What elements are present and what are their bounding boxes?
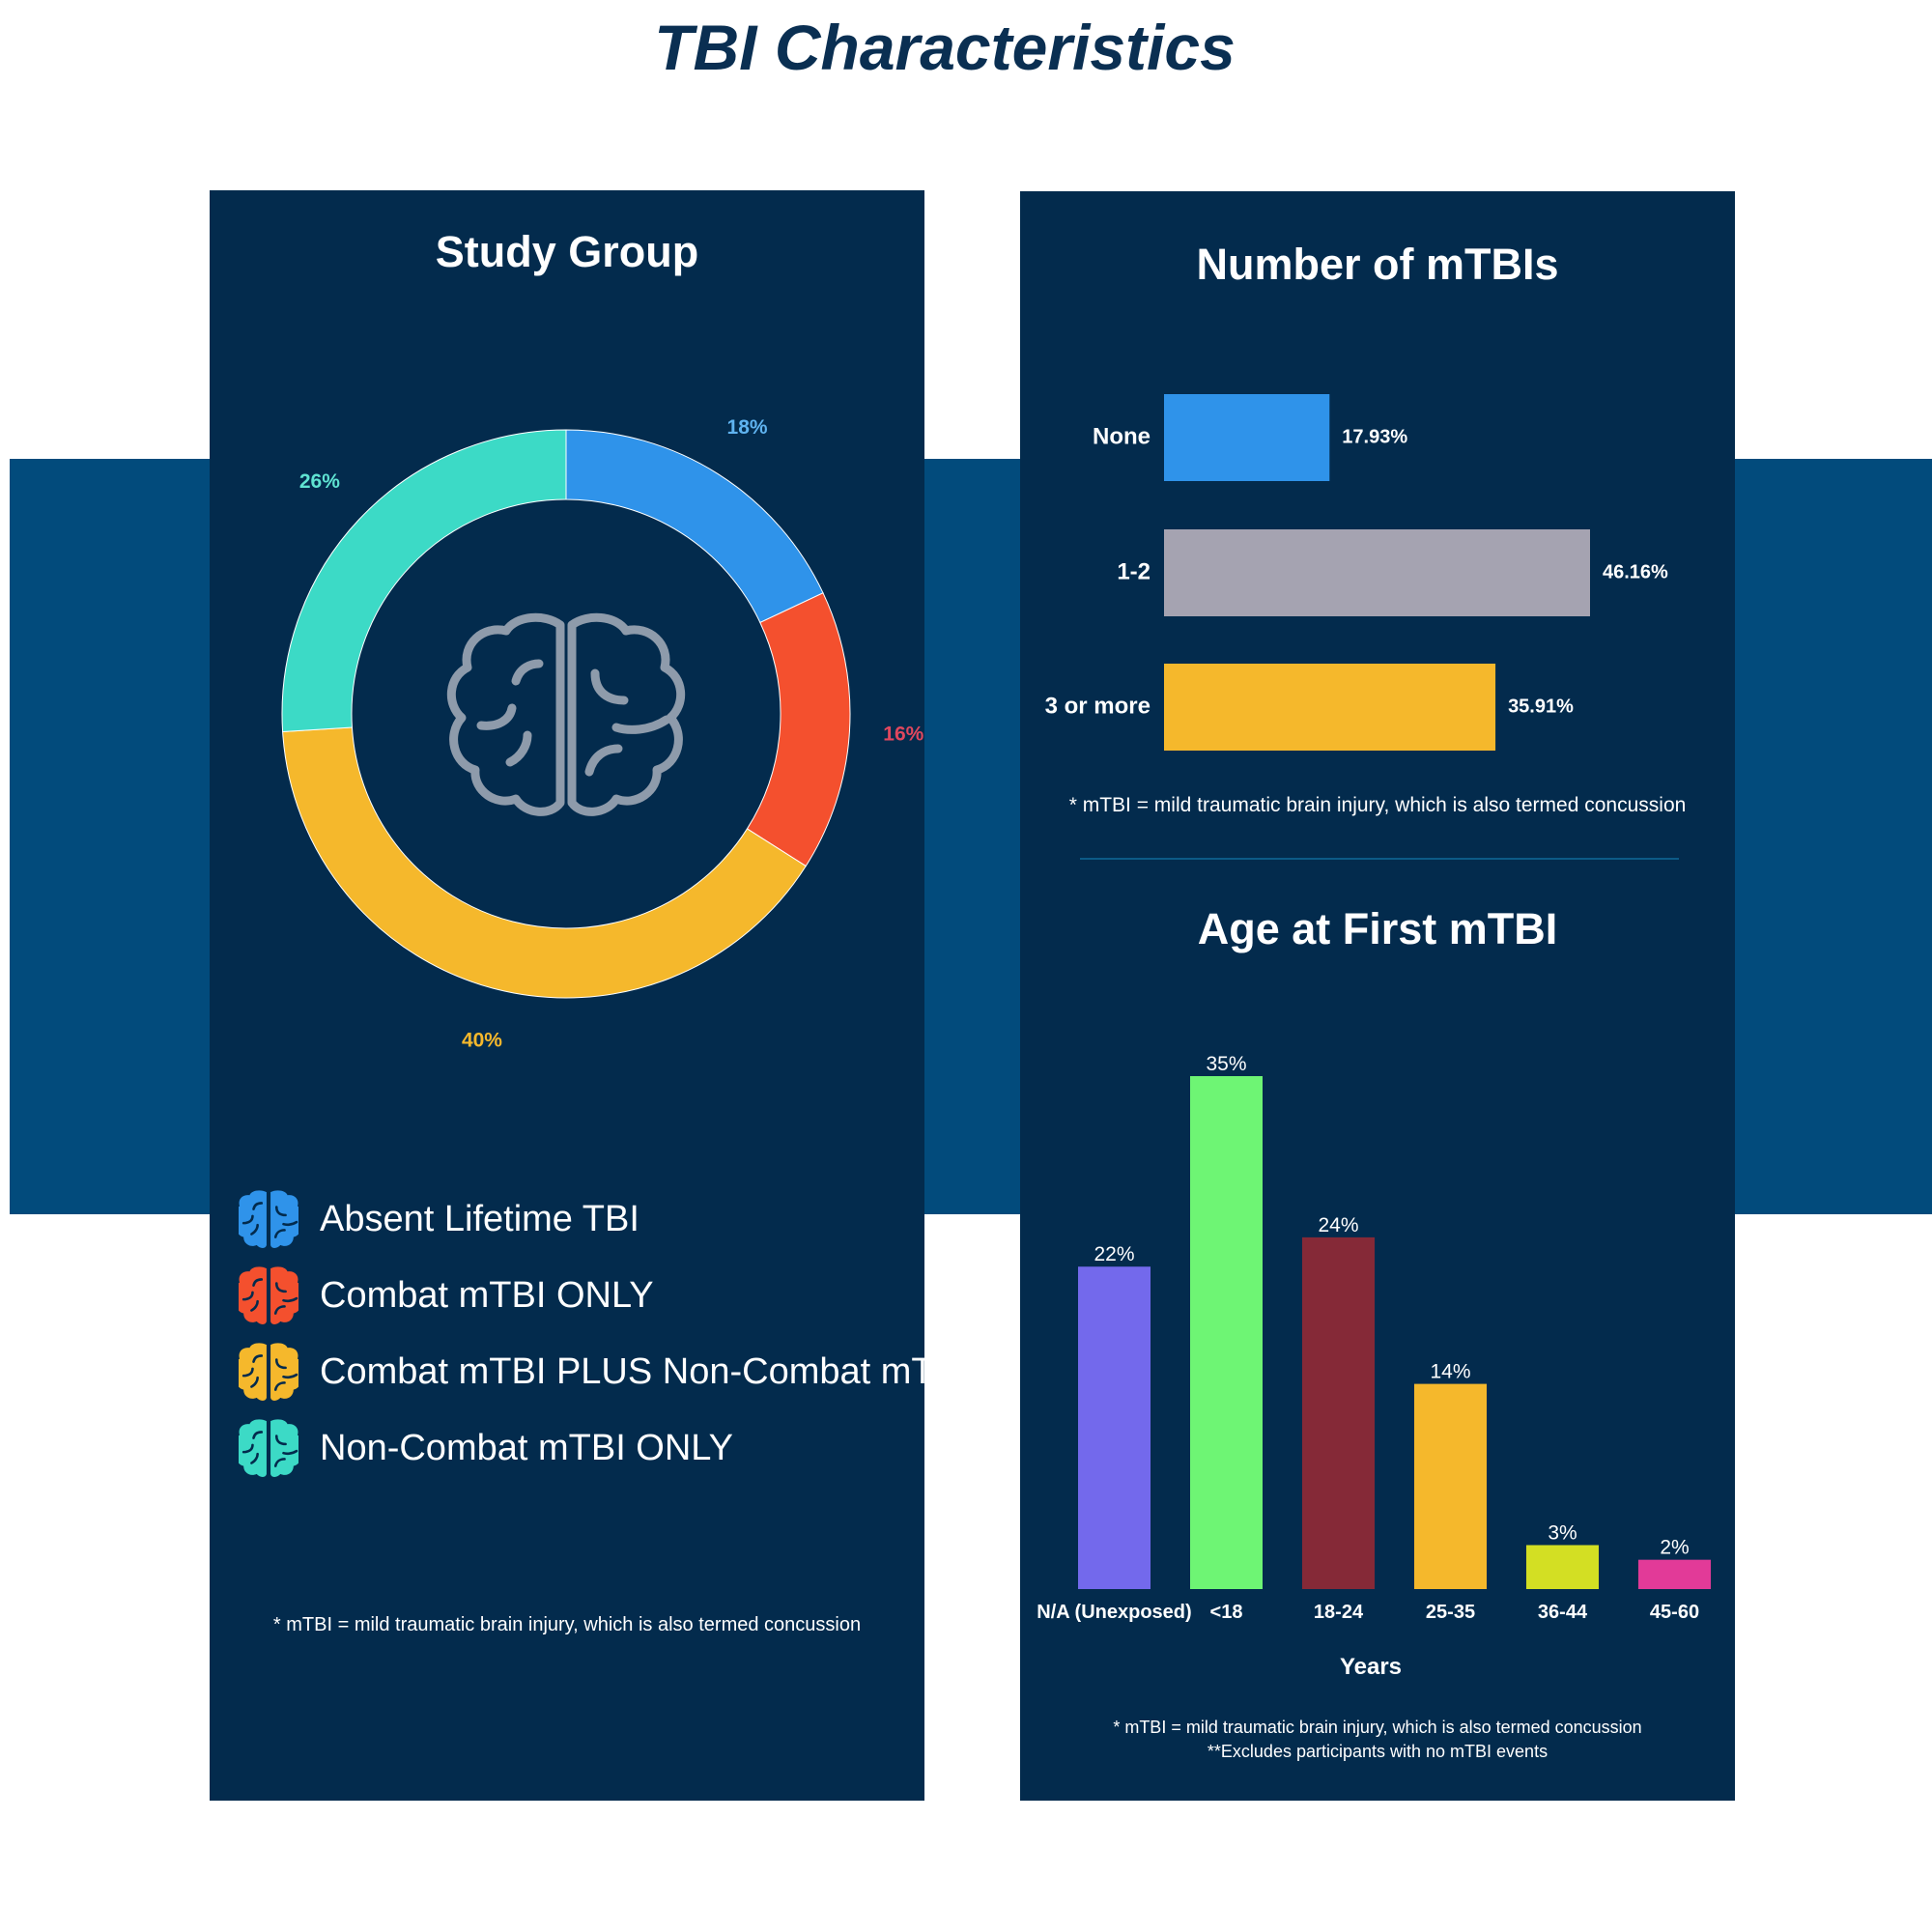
bar-25-35: [1414, 1383, 1487, 1589]
category-label-none: None: [1093, 423, 1151, 449]
donut-label-combat-mtbi-only: 16%: [883, 724, 923, 746]
category-label-1-2: 1-2: [1117, 558, 1151, 584]
number-mtbis-title: Number of mTBIs: [1196, 240, 1559, 289]
donut-label-combat-mtbi-plus-non-combat-mtbi: 40%: [462, 1030, 502, 1052]
tick-label: 45-60: [1650, 1602, 1699, 1623]
bar-1-2: [1164, 529, 1590, 616]
value-label-3-or-more: 35.91%: [1508, 696, 1574, 717]
value-label-none: 17.93%: [1342, 426, 1407, 447]
legend-label: Absent Lifetime TBI: [320, 1198, 639, 1239]
page-title: TBI Characteristics: [654, 12, 1236, 83]
brain-icon: [239, 1190, 298, 1248]
donut-slice-combat-mtbi-only: [746, 592, 851, 867]
tick-label: 36-44: [1538, 1602, 1588, 1623]
bar-n-a-unexposed: [1078, 1266, 1151, 1589]
number-mtbis-bar-chart: None 17.93% 1-2 46.16% 3 or more 35.91%: [1045, 394, 1668, 751]
bar-18-24: [1302, 1236, 1375, 1589]
age-first-footnote-1: * mTBI = mild traumatic brain injury, wh…: [1113, 1718, 1642, 1737]
category-label-3-or-more: 3 or more: [1045, 693, 1151, 719]
brain-icon: [446, 612, 686, 816]
value-label: 3%: [1548, 1521, 1577, 1544]
study-group-panel: Study Group 18% 16% 40% 26% Absent Lifetime…: [210, 190, 969, 1801]
study-group-title: Study Group: [435, 227, 699, 276]
number-mtbis-footnote: * mTBI = mild traumatic brain injury, wh…: [1068, 794, 1687, 816]
mtbi-panel: Number of mTBIs None 17.93% 1-2 46.16% 3 or …: [1020, 191, 1735, 1801]
x-axis-label: Years: [1340, 1654, 1402, 1680]
legend-label: Non-Combat mTBI ONLY: [320, 1427, 733, 1468]
bar-3-or-more: [1164, 664, 1496, 751]
legend-item-non-combat-mtbi-only: Non-Combat mTBI ONLY: [239, 1414, 733, 1482]
study-group-footnote: * mTBI = mild traumatic brain injury, wh…: [272, 1614, 862, 1635]
legend-item-combat-mtbi-only: Combat mTBI ONLY: [239, 1262, 654, 1329]
value-label: 2%: [1660, 1537, 1689, 1559]
tick-label: 25-35: [1426, 1602, 1475, 1623]
value-label: 24%: [1318, 1214, 1358, 1236]
bar-none: [1164, 394, 1330, 481]
brain-icon: [239, 1419, 298, 1477]
brain-icon: [239, 1343, 298, 1401]
age-first-mtbi-footnote: * mTBI = mild traumatic brain injury, wh…: [1020, 1716, 1735, 1764]
age-first-footnote-2: **Excludes participants with no mTBI eve…: [1207, 1742, 1548, 1761]
value-label: 35%: [1206, 1053, 1246, 1075]
tick-label: <18: [1210, 1602, 1243, 1623]
study-group-donut-chart: 18% 16% 40% 26%: [281, 416, 924, 1052]
section-divider: [1080, 858, 1679, 860]
value-label: 22%: [1094, 1243, 1134, 1265]
tick-label: 18-24: [1314, 1602, 1364, 1623]
legend-item-combat-mtbi-plus-non-combat-mtbi: Combat mTBI PLUS Non-Combat mTBI: [239, 1338, 969, 1406]
donut-slice-combat-mtbi-plus-non-combat-mtbi: [282, 726, 807, 999]
value-label: 14%: [1430, 1361, 1470, 1383]
donut-label-non-combat-mtbi-only: 26%: [299, 470, 340, 493]
bar-45-60: [1638, 1559, 1711, 1589]
donut-slice-non-combat-mtbi-only: [281, 429, 567, 732]
age-first-mtbi-title: Age at First mTBI: [1197, 904, 1558, 953]
donut-slice-absent-lifetime-tbi: [565, 429, 824, 624]
legend-label: Combat mTBI PLUS Non-Combat mTBI: [320, 1350, 969, 1392]
legend-label: Combat mTBI ONLY: [320, 1274, 654, 1316]
brain-icon: [239, 1266, 298, 1324]
value-label-1-2: 46.16%: [1603, 561, 1668, 582]
age-first-mtbi-bar-chart: 22% N/A (Unexposed) 35% <18 24% 18-24 14% 25-35…: [1037, 1053, 1711, 1680]
bar-under-18: [1190, 1076, 1263, 1589]
tick-label: N/A (Unexposed): [1037, 1602, 1191, 1623]
donut-label-absent-lifetime-tbi: 18%: [727, 416, 768, 439]
bar-36-44: [1526, 1545, 1599, 1589]
legend-item-absent-lifetime-tbi: Absent Lifetime TBI: [239, 1185, 639, 1253]
